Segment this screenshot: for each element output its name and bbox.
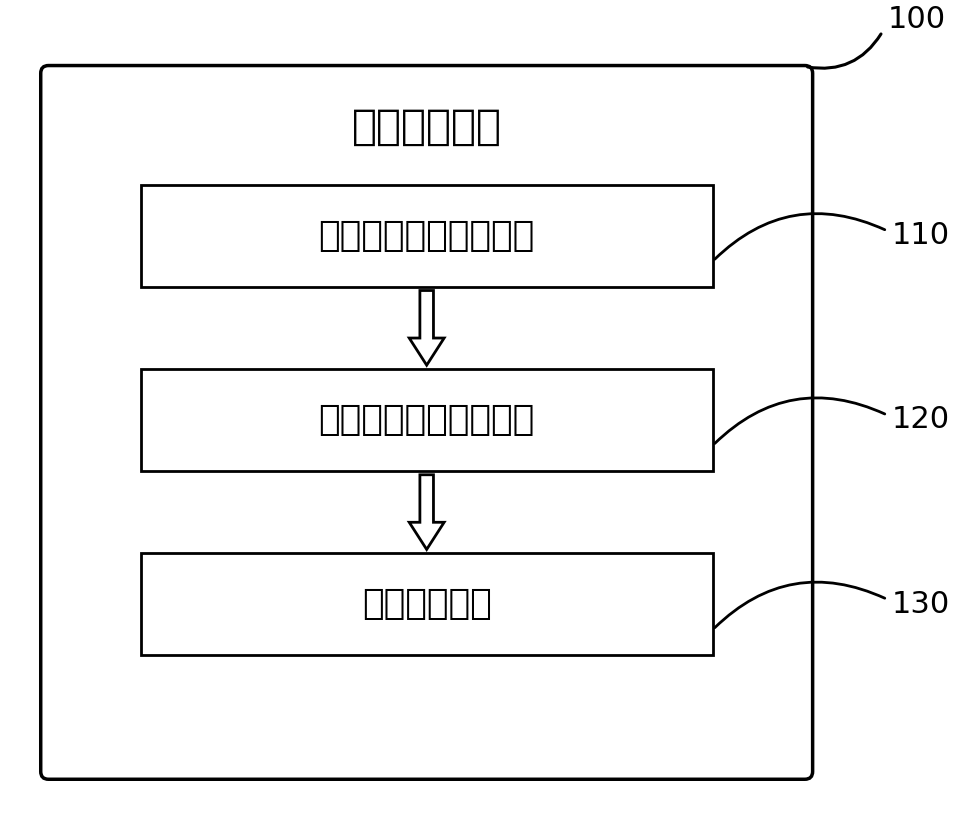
Text: 100: 100 xyxy=(887,6,945,34)
Text: 130: 130 xyxy=(892,590,950,619)
Text: 指令发送模块: 指令发送模块 xyxy=(362,587,492,622)
Polygon shape xyxy=(410,291,444,365)
FancyBboxPatch shape xyxy=(140,369,712,471)
Text: 空气质量参数判定模块: 空气质量参数判定模块 xyxy=(319,403,535,437)
Polygon shape xyxy=(410,475,444,549)
FancyBboxPatch shape xyxy=(140,185,712,286)
Text: 120: 120 xyxy=(892,406,950,434)
Text: 110: 110 xyxy=(892,221,950,250)
Text: 空气质量参数获取模块: 空气质量参数获取模块 xyxy=(319,218,535,253)
Text: 空调控制装置: 空调控制装置 xyxy=(351,106,501,148)
FancyBboxPatch shape xyxy=(140,554,712,655)
FancyBboxPatch shape xyxy=(41,66,813,780)
